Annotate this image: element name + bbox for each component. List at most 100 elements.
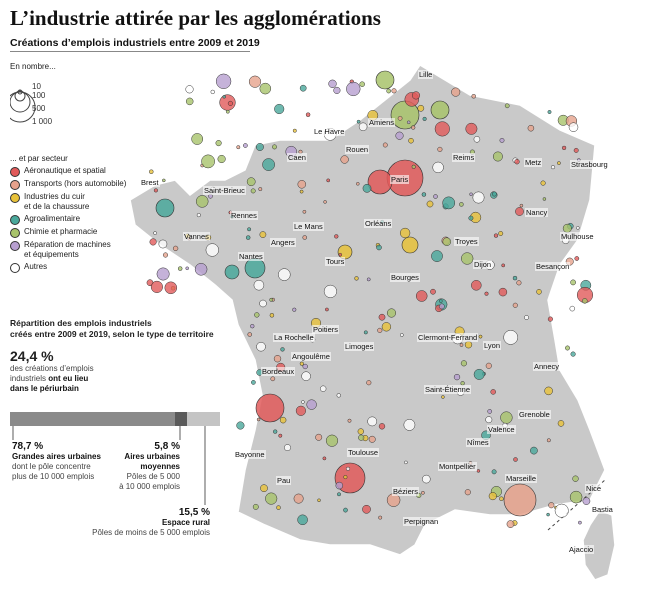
- employment-bubble: [570, 351, 576, 357]
- employment-bubble: [336, 393, 341, 398]
- employment-bubble: [490, 389, 496, 395]
- employment-bubble: [191, 133, 204, 145]
- employment-bubble: [250, 188, 256, 194]
- sector-swatch: [10, 241, 20, 251]
- city-label: Limoges: [344, 342, 375, 351]
- employment-bubble: [546, 512, 550, 517]
- sector-legend-item: Agroalimentaire: [10, 214, 150, 225]
- employment-bubble: [252, 503, 259, 510]
- employment-bubble: [399, 227, 411, 239]
- employment-bubble: [149, 169, 154, 174]
- city-label: Nancy: [525, 208, 549, 217]
- employment-bubble: [491, 191, 497, 197]
- employment-bubble: [404, 460, 408, 465]
- size-legend-label-10: 10: [32, 82, 41, 91]
- employment-bubble: [395, 131, 404, 140]
- employment-bubble: [442, 237, 452, 246]
- employment-bubble: [468, 215, 474, 221]
- employment-bubble: [473, 368, 485, 380]
- employment-bubble: [185, 266, 189, 271]
- employment-bubble: [432, 161, 444, 174]
- employment-bubble: [222, 95, 226, 99]
- employment-bubble: [491, 469, 497, 475]
- employment-bubble: [433, 194, 438, 199]
- city-label: Vannes: [183, 232, 210, 241]
- sector-label: Agroalimentaire: [24, 214, 81, 223]
- city-label: Montpellier: [438, 462, 477, 471]
- employment-bubble: [487, 409, 493, 414]
- employment-bubble: [514, 159, 520, 165]
- periurban-desc-bold: ont eu lieu dans le périurbain: [10, 374, 89, 393]
- employment-bubble: [292, 128, 297, 133]
- employment-bubble: [297, 514, 308, 526]
- employment-bubble: [506, 520, 515, 528]
- sector-legend-item: Chimie et pharmacie: [10, 227, 150, 238]
- employment-bubble: [343, 475, 348, 480]
- employment-bubble: [476, 469, 481, 473]
- employment-bubble: [258, 187, 263, 192]
- employment-bubble: [279, 416, 287, 424]
- employment-bubble: [162, 252, 169, 258]
- employment-bubble: [363, 330, 368, 335]
- city-label: Reims: [452, 153, 476, 162]
- employment-bubble: [185, 97, 194, 106]
- sector-legend-item: Réparation de machines et équipements: [10, 240, 150, 260]
- employment-bubble: [461, 252, 474, 265]
- category-medium-urban-pct: 5,8 %: [154, 441, 180, 452]
- employment-bubble: [273, 429, 278, 434]
- employment-bubble: [498, 231, 504, 236]
- city-label: Clermont-Ferrand: [417, 333, 479, 342]
- employment-bubble: [546, 438, 551, 443]
- city-label: Toulouse: [347, 448, 380, 457]
- employment-bubble: [356, 119, 361, 124]
- employment-bubble: [570, 279, 576, 286]
- employment-bubble: [408, 137, 414, 144]
- city-label: Nantes: [238, 252, 264, 261]
- employment-bubble: [236, 421, 245, 430]
- city-label: Bordeaux: [261, 367, 296, 376]
- category-large-urban-pct: 78,7 %: [12, 441, 44, 452]
- sector-label: Autres: [24, 262, 48, 271]
- employment-bubble: [357, 428, 364, 435]
- employment-bubble: [548, 502, 555, 509]
- bar-segment-medium-urban: [175, 412, 188, 426]
- city-label: Brest: [140, 178, 160, 187]
- employment-bubble: [195, 195, 209, 208]
- employment-bubble: [210, 89, 215, 95]
- city-label: La Rochelle: [273, 333, 315, 342]
- city-label: Caen: [287, 153, 307, 162]
- sector-legend-heading: ... et par secteur: [10, 154, 68, 163]
- employment-bubble: [512, 302, 518, 308]
- city-label: Angoulême: [291, 352, 331, 361]
- employment-bubble: [259, 231, 267, 238]
- city-label: Marseille: [505, 474, 538, 483]
- employment-bubble: [465, 122, 478, 135]
- employment-bubble: [391, 88, 397, 94]
- employment-bubble: [299, 189, 304, 194]
- employment-bubble: [253, 279, 265, 291]
- employment-bubble: [515, 207, 524, 216]
- city-label: Dijon: [473, 260, 493, 269]
- bar-segment-rural: [187, 412, 220, 426]
- bar-segment-large-urban: [10, 412, 176, 426]
- employment-bubble: [367, 416, 378, 427]
- sector-swatch: [10, 180, 20, 190]
- sector-legend-item: Industries du cuir et de la chaussure: [10, 192, 150, 212]
- employment-bubble: [295, 405, 306, 416]
- employment-bubble: [503, 330, 519, 345]
- employment-bubble: [328, 79, 337, 88]
- employment-bubble: [225, 109, 230, 114]
- corsica-inset-divider: [547, 479, 606, 531]
- employment-bubble: [224, 264, 240, 280]
- employment-bubble: [421, 192, 427, 197]
- employment-bubble: [554, 503, 569, 518]
- employment-bubble: [485, 416, 493, 424]
- employment-bubble: [547, 110, 552, 114]
- employment-bubble: [485, 362, 492, 369]
- employment-bubble: [451, 87, 461, 97]
- city-label: Nice: [585, 484, 603, 493]
- employment-bubble: [504, 103, 510, 109]
- employment-bubble: [259, 82, 272, 95]
- employment-bubble: [493, 233, 499, 238]
- employment-bubble: [246, 177, 256, 187]
